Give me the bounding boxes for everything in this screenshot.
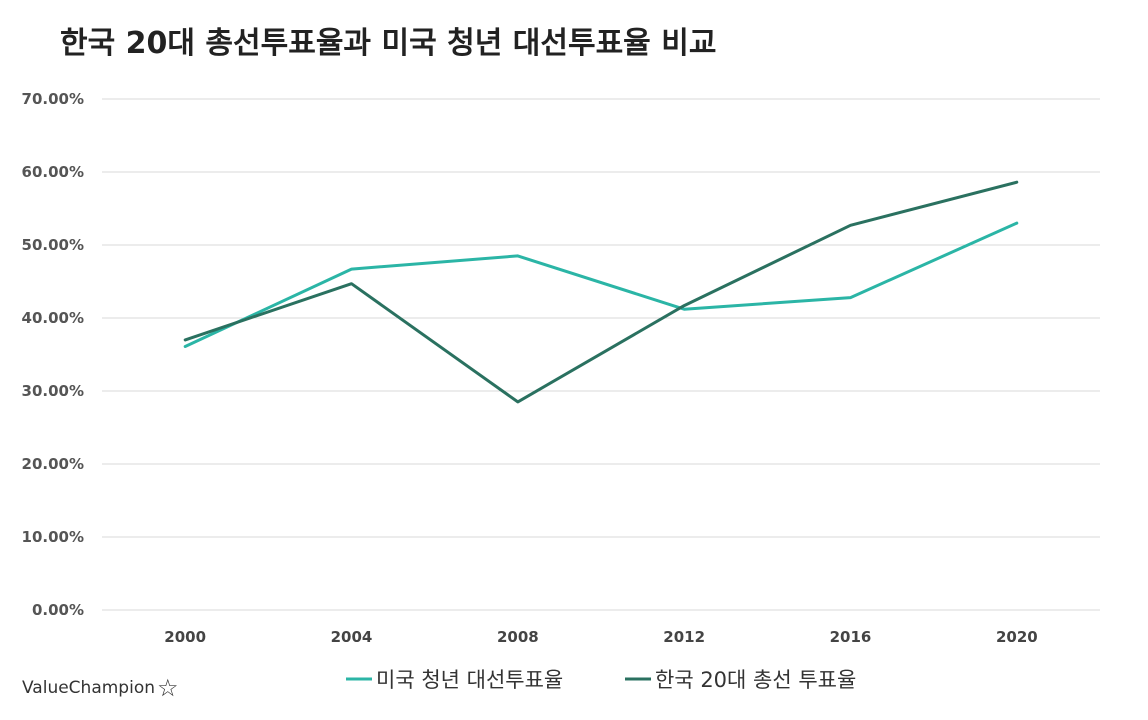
x-tick-label: 2000: [164, 628, 206, 646]
brand-name: ValueChampion: [22, 678, 155, 698]
series-lines: [183, 180, 1019, 404]
y-tick-label: 70.00%: [22, 90, 84, 108]
chart-title: 한국 20대 총선투표율과 미국 청년 대선투표율 비교: [60, 26, 717, 61]
y-tick-label: 60.00%: [22, 163, 84, 181]
legend-label: 한국 20대 총선 투표율: [655, 668, 856, 692]
gridlines: [102, 98, 1100, 611]
x-tick-label: 2020: [996, 628, 1038, 646]
y-axis-ticks: 0.00% 10.00% 20.00% 30.00% 40.00% 50.00% 60.00…: [22, 90, 84, 619]
series-line-2: [183, 180, 1019, 404]
x-axis-ticks: 2000 2004 2008 2012 2016 2020: [164, 628, 1037, 646]
y-tick-label: 10.00%: [22, 528, 84, 546]
star-outline-icon: ☆: [157, 674, 179, 702]
y-tick-label: 20.00%: [22, 455, 84, 473]
legend-label: 미국 청년 대선투표율: [376, 668, 563, 692]
brand-logo: ValueChampion ☆: [22, 676, 179, 700]
x-tick-label: 2012: [663, 628, 705, 646]
x-tick-label: 2008: [497, 628, 539, 646]
y-tick-label: 0.00%: [32, 601, 84, 619]
series-line-1: [183, 221, 1019, 348]
y-tick-label: 40.00%: [22, 309, 84, 327]
legend: 미국 청년 대선투표율 한국 20대 총선 투표율: [346, 668, 856, 692]
y-tick-label: 30.00%: [22, 382, 84, 400]
y-tick-label: 50.00%: [22, 236, 84, 254]
x-tick-label: 2016: [830, 628, 872, 646]
x-tick-label: 2004: [331, 628, 373, 646]
